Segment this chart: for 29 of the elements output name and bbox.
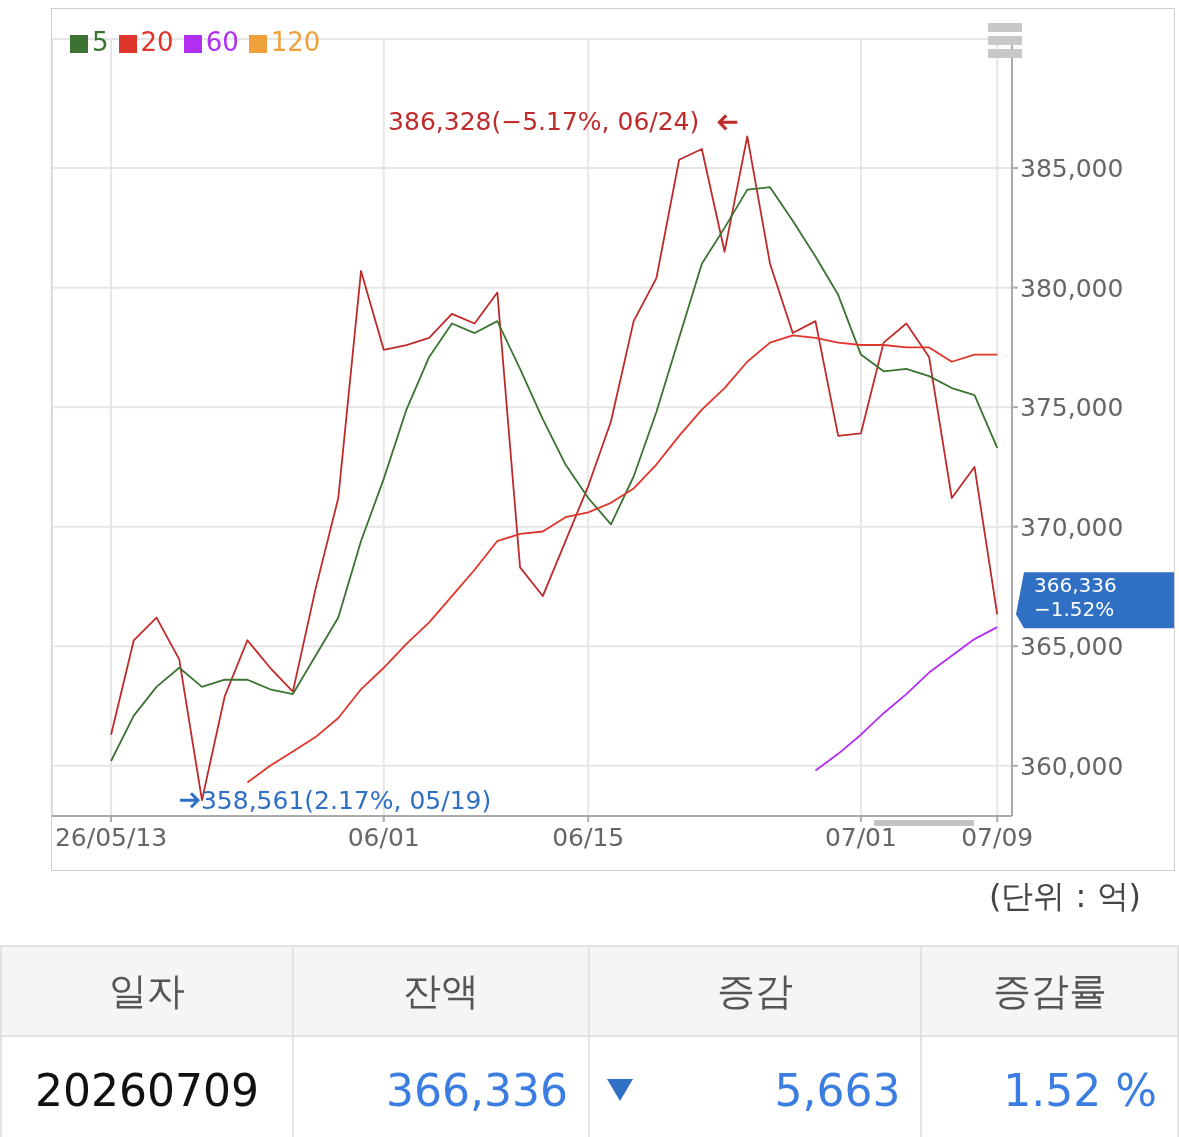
y-tick-label: 380,000 (1020, 273, 1124, 303)
text: 366,336 −1.52% (1034, 573, 1117, 622)
x-tick-label: 06/01 (347, 823, 420, 852)
y-tick-label: 370,000 (1020, 512, 1124, 542)
text: 5,663 (774, 1064, 901, 1116)
text: 증감 (588, 946, 922, 1036)
x-tick-label: 26/05/13 (54, 823, 168, 852)
legend-label: 120 (270, 27, 321, 57)
annotation: 358,561(2.17%, 05/19) (200, 786, 492, 816)
line-series (246, 334, 999, 784)
x-tick-label: 06/15 (552, 823, 625, 852)
annotation: 386,328(−5.17%, 06/24) (388, 107, 700, 137)
y-tick-label: 360,000 (1020, 751, 1124, 781)
y-tick-label: 365,000 (1020, 632, 1124, 662)
legend-label: 20 (140, 27, 174, 57)
text: 1.52 % (921, 1036, 1178, 1137)
text: 366,336 (292, 1036, 589, 1137)
text: 일자 (1, 946, 293, 1036)
x-tick-label: 07/09 (961, 823, 1034, 852)
text: (단위 : 억) (987, 876, 1141, 917)
legend-label: 5 (92, 27, 109, 57)
x-tick-label: 07/01 (824, 823, 897, 852)
legend-label: 60 (205, 27, 239, 57)
line-series (814, 626, 999, 772)
text: 증감률 (921, 946, 1178, 1036)
text: 20260709 (1, 1036, 293, 1137)
text: 잔액 (292, 946, 589, 1036)
y-tick-label: 385,000 (1020, 153, 1124, 183)
y-tick-label: 375,000 (1020, 393, 1124, 423)
